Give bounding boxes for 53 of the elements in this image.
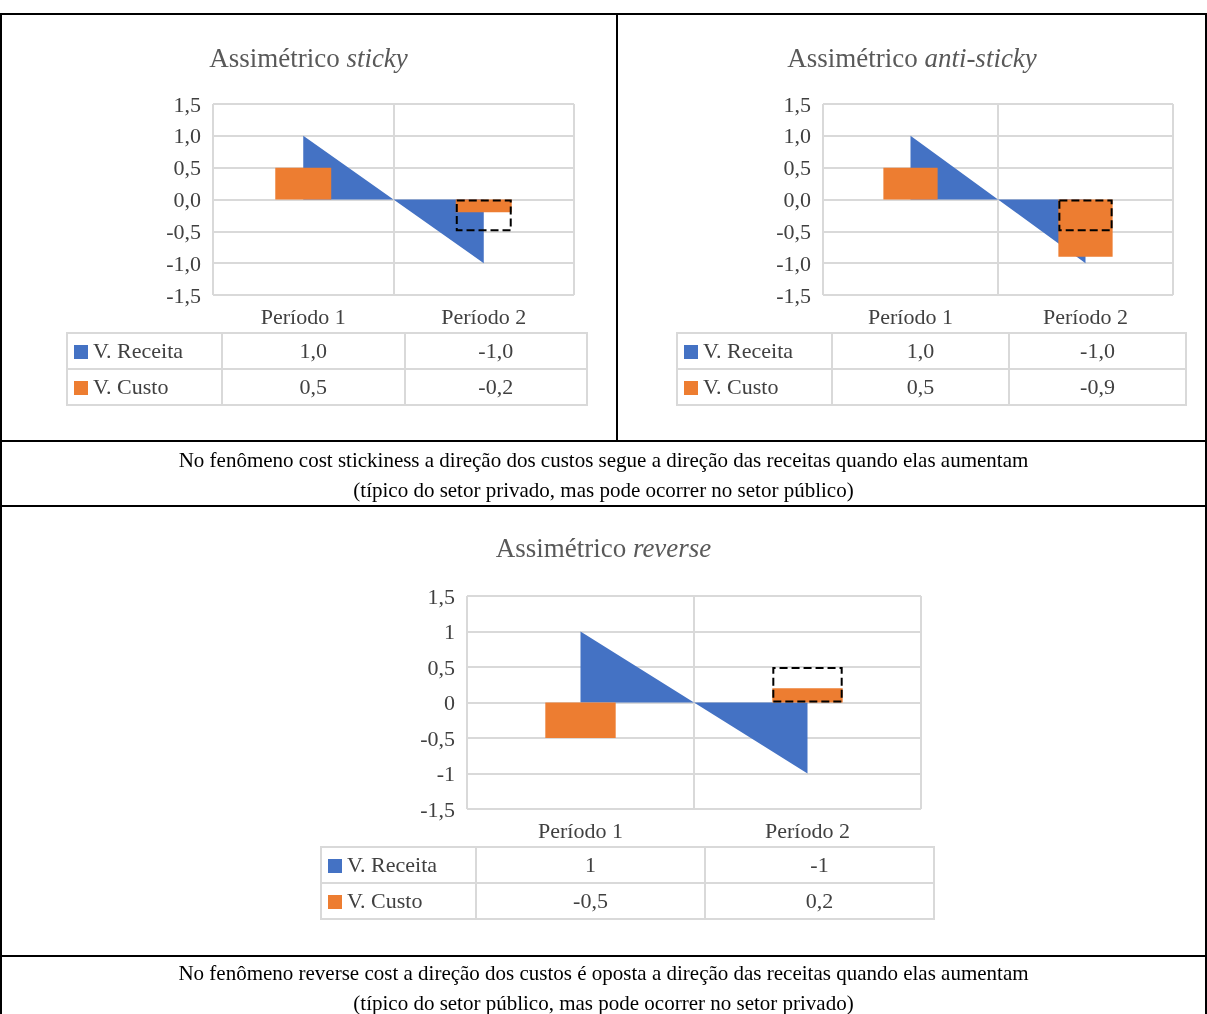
chart-title: Assimétrico sticky xyxy=(209,42,408,73)
data-label: 1,0 xyxy=(222,333,405,369)
text: No fenômeno cost stickiness a direção dos custos segue a direção das receitas quando elas aumentam xyxy=(177,447,1030,474)
data-label: -0,5 xyxy=(476,883,705,919)
y-tick-label: -1,0 xyxy=(166,250,201,276)
y-tick-label: 1 xyxy=(444,619,455,644)
y-tick-label: 0,5 xyxy=(427,654,455,680)
y-tick-label: -1,5 xyxy=(420,796,455,822)
y-tick-label: -1 xyxy=(436,761,455,786)
bar xyxy=(772,667,843,703)
y-tick-label: 1,0 xyxy=(173,123,201,149)
legend-label: V. Receita xyxy=(321,847,476,883)
y-tick-label: 0,5 xyxy=(783,155,811,181)
data-label: -0,9 xyxy=(1009,369,1186,405)
chart-title: Assimétrico anti-sticky xyxy=(787,42,1037,73)
x-tick-label: Período 2 xyxy=(441,303,527,329)
bar xyxy=(545,702,616,738)
y-tick-label: 0,0 xyxy=(783,187,811,212)
data-label: 0,5 xyxy=(832,369,1009,405)
y-tick-label: 1,5 xyxy=(173,91,201,117)
data-label: 1,0 xyxy=(832,333,1009,369)
x-tick-label: Período 2 xyxy=(1043,303,1128,329)
data-label: -1 xyxy=(705,847,934,883)
y-tick-label: 0,5 xyxy=(173,155,201,181)
legend-label: V. Receita xyxy=(677,333,832,369)
chart-title: Assimétrico reverse xyxy=(495,532,712,563)
legend-label: V. Receita xyxy=(67,333,222,369)
legend-label: V. Custo xyxy=(677,369,832,405)
text: (típico do setor público, mas pode ocorrer no setor privado) xyxy=(352,990,855,1014)
y-tick-label: 1,0 xyxy=(783,123,811,149)
data-label: -1,0 xyxy=(1009,333,1186,369)
y-tick-label: -0,5 xyxy=(420,725,455,751)
y-tick-label: -1,5 xyxy=(166,282,201,308)
y-tick-label: -1,0 xyxy=(776,250,811,276)
x-tick-label: Período 2 xyxy=(765,817,850,843)
y-tick-label: 0 xyxy=(444,690,455,715)
x-tick-label: Período 1 xyxy=(538,817,623,843)
text: (típico do setor privado, mas pode ocorrer no setor público) xyxy=(352,477,855,504)
x-tick-label: Período 1 xyxy=(868,303,953,329)
text: No fenômeno reverse cost a direção dos custos é oposta a direção das receitas quando elas aumentam xyxy=(177,960,1030,987)
legend-label: V. Custo xyxy=(67,369,222,405)
data-label: -0,2 xyxy=(404,369,587,405)
y-tick-label: -0,5 xyxy=(166,218,201,244)
data-label: 0,5 xyxy=(222,369,405,405)
y-tick-label: -1,5 xyxy=(776,282,811,308)
y-tick-label: 1,5 xyxy=(427,583,455,609)
data-label: 1 xyxy=(476,847,705,883)
y-tick-label: 1,5 xyxy=(783,91,811,117)
x-tick-label: Período 1 xyxy=(260,303,346,329)
y-tick-label: -0,5 xyxy=(776,218,811,244)
legend-label: V. Custo xyxy=(321,883,476,919)
data-label: 0,2 xyxy=(705,883,934,919)
y-tick-label: 0,0 xyxy=(173,187,201,212)
